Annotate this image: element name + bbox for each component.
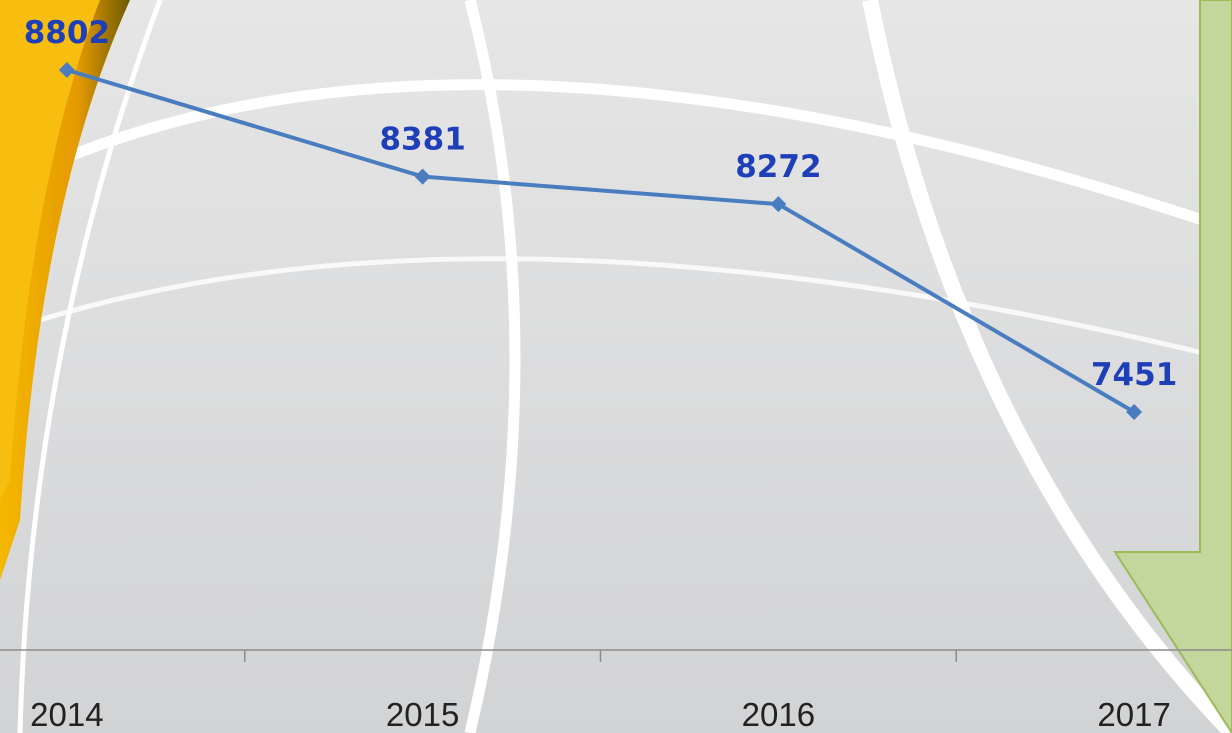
data-label: 8381: [379, 122, 465, 158]
x-tick-label: 2014: [30, 696, 103, 733]
data-label: 7451: [1091, 357, 1177, 393]
data-label: 8802: [24, 15, 110, 51]
x-tick-label: 2016: [742, 696, 815, 733]
background: [0, 0, 1232, 733]
chart: 2014 2015 2016 2017 8802 8381 8272 7451: [0, 0, 1232, 733]
page: {"chart_data": {"type": "line", "categor…: [0, 0, 1232, 733]
x-tick-label: 2017: [1097, 696, 1170, 733]
x-tick-label: 2015: [386, 696, 459, 733]
data-label: 8272: [735, 149, 821, 185]
